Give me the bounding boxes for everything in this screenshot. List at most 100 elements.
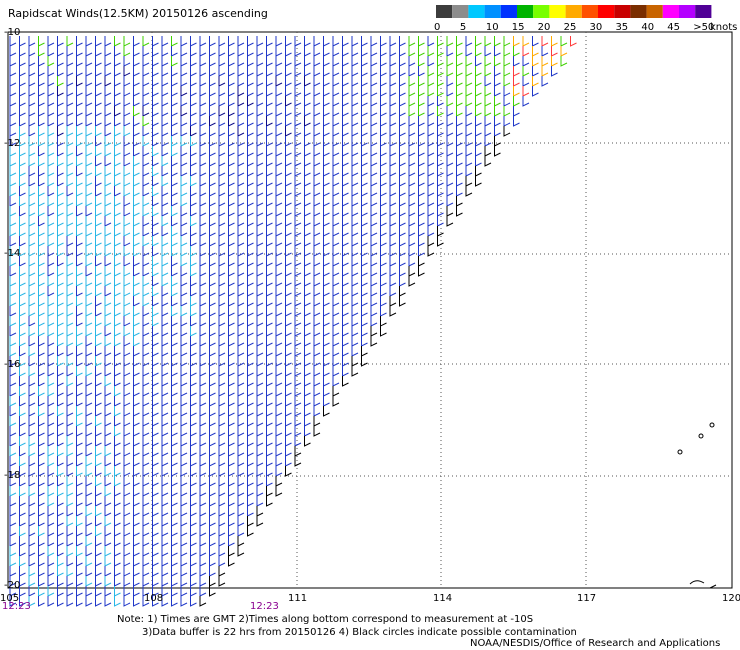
wind-barb xyxy=(114,476,121,487)
wind-barb xyxy=(19,526,26,537)
wind-barb xyxy=(152,566,159,577)
legend-swatch xyxy=(533,5,550,18)
wind-barb xyxy=(142,76,150,87)
wind-barb xyxy=(199,426,207,437)
wind-barb xyxy=(180,46,188,57)
wind-barb xyxy=(399,46,406,57)
wind-barb xyxy=(190,556,197,567)
wind-barb xyxy=(266,436,273,447)
legend-swatch xyxy=(662,5,679,18)
wind-barb xyxy=(9,496,17,507)
wind-barb xyxy=(161,436,169,447)
wind-barb xyxy=(237,426,245,437)
wind-barb xyxy=(114,286,121,297)
wind-barb xyxy=(114,56,121,67)
wind-barb xyxy=(161,76,169,87)
wind-barb xyxy=(370,166,378,177)
wind-barb xyxy=(399,286,406,297)
wind-barb xyxy=(9,166,17,177)
wind-barb xyxy=(256,466,264,477)
wind-barb xyxy=(275,156,283,167)
wind-barb xyxy=(237,206,245,217)
wind-barb xyxy=(133,66,140,77)
wind-barb xyxy=(209,526,216,537)
wind-barb xyxy=(389,146,397,157)
wind-barb xyxy=(532,66,539,77)
wind-barb xyxy=(304,186,311,197)
wind-barb xyxy=(199,136,207,147)
wind-barb xyxy=(456,186,463,197)
wind-barb xyxy=(28,526,36,537)
wind-barb xyxy=(114,516,121,527)
wind-barb xyxy=(218,216,226,227)
wind-barb xyxy=(199,576,207,587)
wind-barb xyxy=(342,56,349,67)
wind-barb xyxy=(9,436,17,447)
wind-barb xyxy=(142,506,150,517)
wind-barb xyxy=(66,466,74,477)
wind-barb xyxy=(133,196,140,207)
wind-barb xyxy=(247,176,254,187)
wind-barb xyxy=(142,406,150,417)
note-line-1: Note: 1) Times are GMT 2)Times along bot… xyxy=(117,614,534,625)
wind-barb xyxy=(209,286,216,297)
wind-barb xyxy=(209,376,216,387)
wind-barb xyxy=(133,36,140,47)
wind-barb xyxy=(114,306,121,317)
wind-barb xyxy=(228,166,235,177)
wind-barb xyxy=(465,36,473,47)
wind-barb xyxy=(313,266,321,277)
wind-barb xyxy=(95,596,102,607)
wind-barb xyxy=(522,86,530,97)
wind-barb xyxy=(237,276,245,287)
wind-barb xyxy=(313,336,321,347)
wind-barb xyxy=(28,226,36,237)
wind-barb xyxy=(399,276,406,287)
wind-barb xyxy=(351,136,359,147)
wind-barb xyxy=(66,536,74,547)
wind-barb xyxy=(28,36,36,47)
wind-barb xyxy=(285,166,292,177)
wind-barb xyxy=(266,46,273,57)
wind-barb xyxy=(199,336,207,347)
wind-barb xyxy=(95,46,102,57)
wind-barb xyxy=(389,206,397,217)
wind-barb xyxy=(123,146,131,157)
wind-barb xyxy=(313,186,321,197)
wind-barb xyxy=(95,366,102,377)
wind-barb xyxy=(66,206,74,217)
wind-barb xyxy=(266,136,273,147)
wind-barb xyxy=(389,56,397,67)
wind-barb xyxy=(152,296,159,307)
wind-barb xyxy=(475,66,482,77)
wind-barb xyxy=(76,506,83,517)
wind-barb xyxy=(361,136,368,147)
wind-barb xyxy=(133,526,140,537)
wind-barb xyxy=(218,346,226,357)
wind-barb xyxy=(446,136,454,147)
wind-barb xyxy=(190,246,197,257)
wind-barb xyxy=(465,156,473,167)
wind-barb xyxy=(399,156,406,167)
wind-barb xyxy=(228,136,235,147)
wind-barb xyxy=(171,106,178,117)
wind-barb xyxy=(104,136,112,147)
wind-barb xyxy=(133,216,140,227)
wind-barb xyxy=(285,46,292,57)
wind-barb xyxy=(133,266,140,277)
wind-barb xyxy=(199,66,207,77)
wind-barb xyxy=(237,296,245,307)
wind-barb xyxy=(123,266,131,277)
wind-barb xyxy=(304,276,311,287)
wind-barb xyxy=(142,326,150,337)
wind-barb xyxy=(294,256,302,267)
wind-barb xyxy=(332,76,340,87)
wind-barb xyxy=(285,76,292,87)
wind-barb xyxy=(180,336,188,347)
wind-barb xyxy=(418,36,425,47)
wind-barb xyxy=(171,276,178,287)
wind-barb xyxy=(228,216,235,227)
wind-barb xyxy=(38,346,45,357)
wind-barb xyxy=(180,486,188,497)
wind-barb xyxy=(361,146,368,157)
